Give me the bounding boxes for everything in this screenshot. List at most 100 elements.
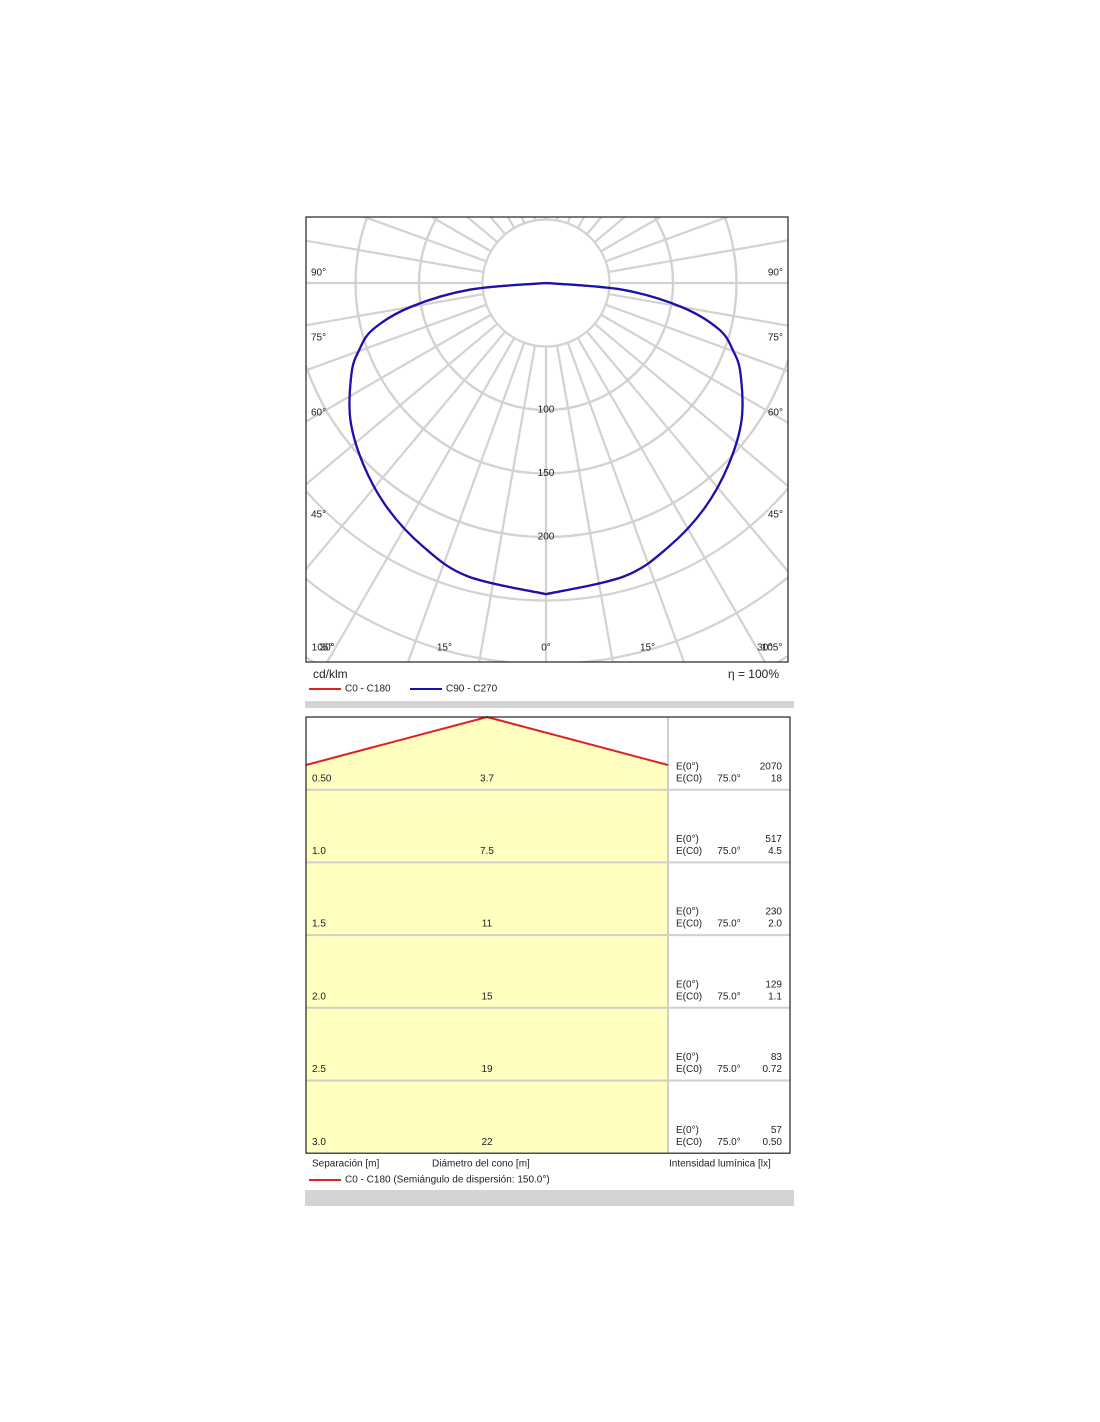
- angle-tick-label: 45°: [768, 510, 783, 521]
- grid-spoke: [585, 217, 603, 236]
- column-label: Separación [m]: [312, 1159, 379, 1170]
- grid-spoke: [555, 345, 614, 662]
- angle-tick-label: 60°: [768, 407, 783, 418]
- ec0-label: E(C0): [676, 919, 702, 930]
- ec0-value: 1.1: [768, 991, 782, 1002]
- separation: 1.0: [312, 846, 326, 857]
- ec0-value: 0.50: [763, 1137, 783, 1148]
- grid-spoke: [406, 342, 526, 662]
- separation: 2.0: [312, 991, 326, 1002]
- grid-spoke: [605, 217, 731, 263]
- e0-value: 57: [771, 1125, 783, 1136]
- polar-frame: [305, 216, 789, 663]
- grid-spoke: [306, 330, 507, 571]
- r-tick-label: 100: [538, 405, 555, 416]
- grid-spoke: [325, 337, 516, 662]
- grid-line: [417, 217, 675, 412]
- diameter: 19: [481, 1064, 493, 1075]
- ec0-angle: 75.0°: [717, 991, 740, 1002]
- grid-line: [306, 356, 788, 539]
- ec0-label: E(C0): [676, 1064, 702, 1075]
- angle-tick-label: 30°: [757, 643, 772, 654]
- angle-tick-label: 45°: [311, 510, 326, 521]
- intensity-curve: [348, 281, 547, 596]
- cone-area: [306, 789, 668, 1154]
- grid-spoke: [306, 292, 484, 327]
- e0-label: E(0°): [676, 907, 699, 918]
- grid-spoke: [608, 239, 788, 274]
- e0-value: 129: [765, 979, 782, 990]
- angle-tick-label: 75°: [311, 332, 326, 343]
- grid-spoke: [306, 322, 499, 486]
- legend-label: C0 - C180 (Semiángulo de dispersión: 150…: [345, 1175, 550, 1186]
- cone-frame: [305, 716, 791, 1154]
- grid-spoke: [361, 217, 487, 263]
- e0-value: 517: [765, 834, 782, 845]
- angle-tick-label: 90°: [768, 268, 783, 279]
- intensity-curve: [348, 281, 547, 596]
- angle-tick-label: 60°: [311, 407, 326, 418]
- grid-spoke: [306, 239, 484, 274]
- grid-spoke: [576, 337, 767, 662]
- grid-spoke: [533, 217, 537, 221]
- grid-spoke: [566, 217, 572, 224]
- angle-tick-label: 105°: [312, 643, 333, 654]
- ec0-angle: 75.0°: [717, 1064, 740, 1075]
- angle-tick-label: 15°: [437, 643, 452, 654]
- grid-spoke: [593, 217, 627, 244]
- diameter: 3.7: [480, 773, 494, 784]
- ec0-value: 18: [771, 773, 783, 784]
- e0-label: E(0°): [676, 1052, 699, 1063]
- ec0-angle: 75.0°: [717, 1137, 740, 1148]
- ec0-label: E(C0): [676, 991, 702, 1002]
- e0-label: E(0°): [676, 761, 699, 772]
- grid-spoke: [576, 217, 586, 229]
- legend-label: C90 - C270: [446, 684, 498, 695]
- separator: [305, 701, 794, 708]
- diameter: 22: [481, 1137, 493, 1148]
- e0-value: 230: [765, 907, 782, 918]
- diameter: 15: [481, 991, 493, 1002]
- ec0-angle: 75.0°: [717, 846, 740, 857]
- cone-area: [306, 717, 668, 790]
- separator: [305, 1190, 794, 1206]
- separation: 1.5: [312, 919, 326, 930]
- grid-spoke: [506, 217, 516, 229]
- grid-spoke: [608, 292, 788, 327]
- grid-spoke: [520, 217, 526, 224]
- e0-value: 2070: [760, 761, 783, 772]
- angle-tick-label: 90°: [311, 268, 326, 279]
- grid-spoke: [600, 217, 663, 253]
- r-tick-label: 200: [538, 532, 555, 543]
- polar-plot: [306, 217, 788, 662]
- grid-spoke: [593, 322, 788, 488]
- e0-label: E(0°): [676, 979, 699, 990]
- ec0-angle: 75.0°: [717, 919, 740, 930]
- ec0-label: E(C0): [676, 773, 702, 784]
- grid-spoke: [600, 313, 788, 424]
- ec0-label: E(C0): [676, 846, 702, 857]
- diameter: 7.5: [480, 846, 494, 857]
- grid-line: [354, 217, 738, 475]
- unit-label: cd/klm: [313, 667, 348, 681]
- grid-spoke: [489, 217, 507, 236]
- e0-label: E(0°): [676, 834, 699, 845]
- angle-tick-label: 75°: [768, 332, 783, 343]
- grid-spoke: [429, 217, 492, 253]
- grid-spoke: [465, 217, 499, 244]
- grid-spoke: [585, 330, 788, 574]
- grid-spoke: [566, 342, 686, 662]
- angle-tick-label: 30°: [320, 643, 335, 654]
- intensity-curve: [545, 281, 744, 596]
- separation: 0.50: [312, 773, 332, 784]
- angle-tick-label: 105°: [762, 643, 783, 654]
- legend-label: C0 - C180: [345, 684, 391, 695]
- r-tick-label: 150: [538, 468, 555, 479]
- ec0-label: E(C0): [676, 1137, 702, 1148]
- grid-spoke: [478, 345, 537, 662]
- ec0-angle: 75.0°: [717, 773, 740, 784]
- grid-spoke: [555, 217, 559, 221]
- angle-tick-label: 0°: [541, 643, 551, 654]
- column-label: Intensidad lumínica [lx]: [669, 1159, 771, 1170]
- ec0-value: 4.5: [768, 846, 782, 857]
